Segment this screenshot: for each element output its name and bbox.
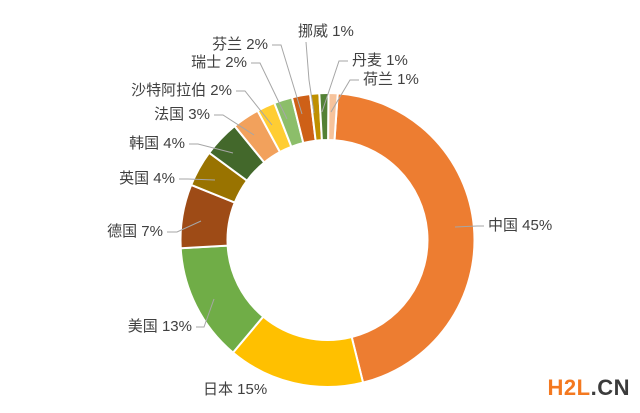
leader-line-英国 [179,178,216,181]
leader-line-荷兰 [330,79,359,113]
watermark-primary: H2L [547,375,591,400]
pie-slice-中国[interactable] [333,92,476,384]
slice-label-英国: 英国 4% [119,170,175,187]
slice-label-韩国: 韩国 4% [129,135,185,152]
slice-label-法国: 法国 3% [154,106,210,123]
slice-label-丹麦: 丹麦 1% [352,52,408,69]
slice-label-中国: 中国 45% [488,217,553,234]
leader-line-沙特阿拉伯 [236,90,273,126]
slice-label-挪威: 挪威 1% [298,23,354,40]
slice-label-荷兰: 荷兰 1% [363,71,419,88]
leader-line-芬兰 [272,44,303,115]
leader-line-美国 [196,298,215,328]
slice-label-德国: 德国 7% [107,223,163,240]
leader-line-瑞士 [251,62,288,120]
watermark-secondary: .CN [590,375,630,400]
leader-line-挪威 [305,41,315,114]
leader-line-德国 [167,220,202,233]
leader-line-法国 [214,114,255,136]
leader-line-中国 [454,225,484,228]
slice-label-芬兰: 芬兰 2% [212,36,268,53]
slice-label-沙特阿拉伯: 沙特阿拉伯 2% [131,82,232,99]
leader-line-丹麦 [321,60,348,113]
watermark: H2L.CN [548,377,630,399]
leader-line-韩国 [189,143,234,154]
pie-slice-丹麦[interactable] [318,92,330,142]
slice-label-瑞士: 瑞士 2% [191,54,247,71]
slice-label-日本: 日本 15% [203,381,268,398]
slice-label-美国: 美国 13% [127,318,192,335]
